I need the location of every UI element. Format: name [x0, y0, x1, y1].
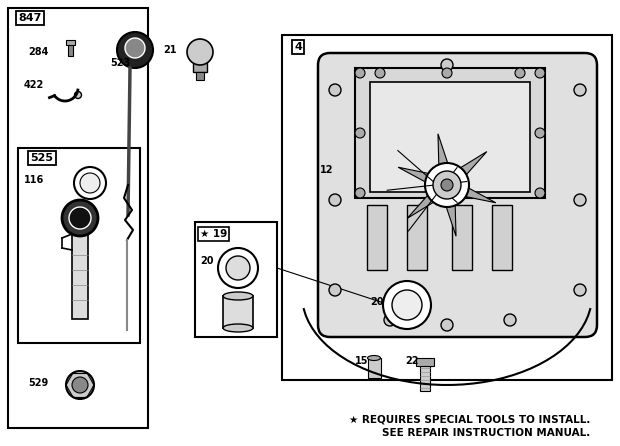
Circle shape — [384, 314, 396, 326]
Circle shape — [355, 188, 365, 198]
Bar — [367, 205, 387, 270]
Bar — [416, 358, 434, 366]
Circle shape — [515, 68, 525, 78]
Polygon shape — [407, 190, 439, 219]
Circle shape — [72, 377, 88, 393]
Text: SEE REPAIR INSTRUCTION MANUAL.: SEE REPAIR INSTRUCTION MANUAL. — [382, 428, 590, 438]
Circle shape — [69, 207, 91, 229]
Bar — [196, 72, 204, 80]
Circle shape — [117, 32, 153, 68]
Bar — [407, 205, 427, 270]
Text: 20: 20 — [370, 297, 384, 307]
Polygon shape — [398, 167, 435, 185]
Circle shape — [442, 68, 452, 78]
Circle shape — [187, 39, 213, 65]
Bar — [66, 40, 75, 45]
Text: 22: 22 — [405, 356, 418, 366]
Bar — [282, 35, 612, 380]
Bar — [492, 205, 512, 270]
Text: 847: 847 — [19, 13, 42, 23]
Ellipse shape — [368, 355, 381, 360]
Bar — [223, 296, 253, 328]
Circle shape — [74, 167, 106, 199]
Circle shape — [66, 371, 94, 399]
Circle shape — [375, 68, 385, 78]
Text: 529: 529 — [28, 378, 48, 388]
Circle shape — [62, 200, 98, 236]
Bar — [420, 363, 430, 391]
Circle shape — [535, 68, 545, 78]
Polygon shape — [459, 185, 496, 203]
Bar — [8, 8, 148, 428]
Bar — [452, 205, 472, 270]
Polygon shape — [438, 134, 450, 171]
Circle shape — [535, 188, 545, 198]
Ellipse shape — [223, 324, 253, 332]
Text: ★ REQUIRES SPECIAL TOOLS TO INSTALL.: ★ REQUIRES SPECIAL TOOLS TO INSTALL. — [348, 415, 590, 425]
Circle shape — [329, 284, 341, 296]
Circle shape — [433, 171, 461, 199]
Circle shape — [535, 128, 545, 138]
Text: 12: 12 — [320, 165, 334, 175]
Text: 21: 21 — [163, 45, 177, 55]
Circle shape — [504, 314, 516, 326]
Circle shape — [441, 179, 453, 191]
Circle shape — [392, 290, 422, 320]
Text: 4: 4 — [294, 42, 302, 52]
Bar — [355, 68, 545, 198]
Text: 523: 523 — [110, 58, 130, 68]
Bar — [18, 148, 140, 343]
Bar — [195, 222, 277, 337]
Bar — [193, 62, 207, 72]
Circle shape — [574, 194, 586, 206]
Circle shape — [355, 68, 365, 78]
Bar — [68, 42, 73, 56]
Text: 422: 422 — [24, 80, 44, 90]
Text: ★ 19: ★ 19 — [200, 229, 228, 239]
Polygon shape — [444, 199, 456, 236]
Bar — [368, 358, 381, 378]
Circle shape — [355, 128, 365, 138]
Circle shape — [574, 84, 586, 96]
Circle shape — [425, 163, 469, 207]
Text: 20: 20 — [200, 256, 213, 266]
Polygon shape — [455, 152, 487, 180]
Ellipse shape — [223, 292, 253, 300]
FancyBboxPatch shape — [318, 53, 597, 337]
Bar — [370, 82, 530, 192]
Circle shape — [125, 38, 145, 58]
Text: 284: 284 — [28, 47, 48, 57]
Circle shape — [329, 194, 341, 206]
Circle shape — [574, 284, 586, 296]
Circle shape — [226, 256, 250, 280]
Text: eReplacementParts.com: eReplacementParts.com — [284, 244, 436, 256]
Bar — [72, 234, 88, 319]
Circle shape — [441, 319, 453, 331]
Circle shape — [383, 281, 431, 329]
Circle shape — [74, 91, 81, 99]
Text: 116: 116 — [24, 175, 44, 185]
Circle shape — [80, 173, 100, 193]
Circle shape — [441, 59, 453, 71]
Text: 15: 15 — [355, 356, 368, 366]
Circle shape — [218, 248, 258, 288]
Circle shape — [329, 84, 341, 96]
Text: 525: 525 — [30, 153, 53, 163]
